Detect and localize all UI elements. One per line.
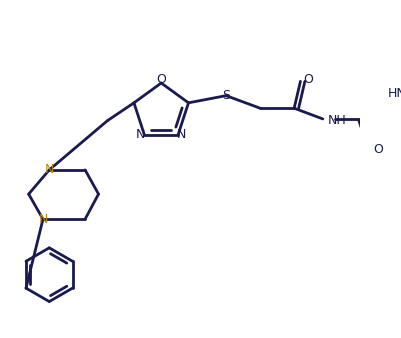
Text: NH: NH <box>326 114 345 127</box>
Text: N: N <box>38 213 48 226</box>
Text: S: S <box>221 89 229 102</box>
Text: O: O <box>156 73 166 86</box>
Text: N: N <box>176 128 186 141</box>
Text: N: N <box>45 163 54 176</box>
Text: O: O <box>303 73 313 86</box>
Text: O: O <box>373 143 382 156</box>
Text: HN: HN <box>387 87 401 100</box>
Text: N: N <box>136 128 145 141</box>
